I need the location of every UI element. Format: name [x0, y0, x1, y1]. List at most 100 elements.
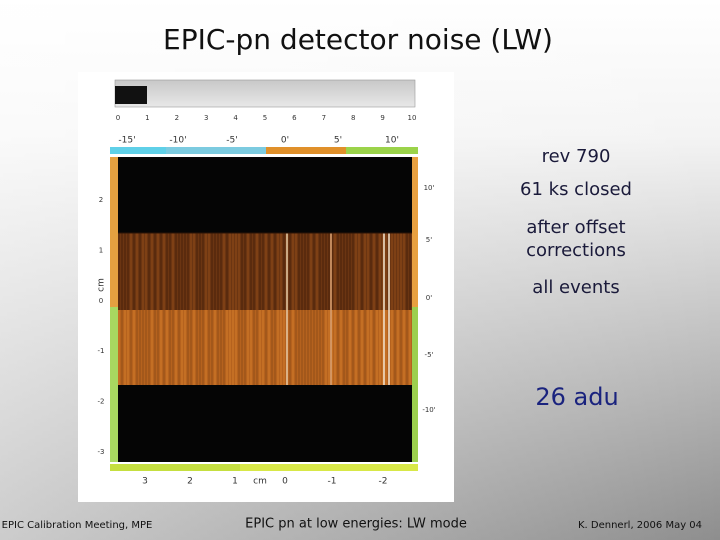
noise-column	[244, 233, 246, 310]
noise-column	[295, 233, 297, 310]
bottom-tick-label: cm	[253, 477, 267, 487]
noise-column	[148, 310, 150, 385]
noise-column	[223, 310, 225, 385]
noise-column	[178, 233, 180, 310]
bright-column	[330, 233, 332, 385]
noise-column	[394, 310, 396, 385]
left-tick-label: 0	[99, 297, 103, 305]
noise-column	[226, 310, 228, 385]
noise-column	[400, 310, 402, 385]
noise-column	[217, 233, 219, 310]
noise-column	[217, 310, 219, 385]
noise-column	[202, 310, 204, 385]
noise-column	[322, 233, 324, 310]
noise-column	[292, 310, 294, 385]
histogram-tick-label: 2	[175, 114, 179, 122]
noise-column	[178, 310, 180, 385]
noise-column	[151, 310, 153, 385]
noise-column	[163, 310, 165, 385]
noise-column	[295, 310, 297, 385]
noise-column	[406, 310, 408, 385]
noise-column	[337, 233, 339, 310]
histogram-tick-label: 3	[204, 114, 208, 122]
noise-column	[205, 310, 207, 385]
histogram-tick-label: 1	[145, 114, 149, 122]
color-strip	[110, 307, 118, 462]
left-tick-label: 2	[99, 196, 103, 204]
histogram-tick-label: 9	[380, 114, 384, 122]
noise-column	[265, 233, 267, 310]
noise-column	[352, 233, 354, 310]
bottom-tick-label: 1	[232, 477, 238, 487]
noise-column	[355, 310, 357, 385]
histogram-panel	[114, 79, 416, 108]
noise-column	[268, 233, 270, 310]
noise-column	[214, 233, 216, 310]
top-tick-label: 10'	[385, 136, 399, 146]
noise-column	[154, 310, 156, 385]
noise-column	[364, 233, 366, 310]
right-tick-label: -5'	[425, 351, 434, 359]
noise-column	[298, 310, 300, 385]
noise-column	[322, 310, 324, 385]
noise-column	[229, 233, 231, 310]
noise-column	[238, 233, 240, 310]
left-tick-label: -3	[98, 448, 105, 456]
noise-column	[124, 233, 126, 310]
bottom-tick-label: -1	[328, 477, 337, 487]
noise-column	[325, 233, 327, 310]
noise-column	[370, 233, 372, 310]
noise-column	[292, 233, 294, 310]
noise-column	[259, 233, 261, 310]
noise-column	[361, 233, 363, 310]
noise-column	[385, 233, 387, 310]
noise-column	[373, 310, 375, 385]
noise-column	[256, 310, 258, 385]
noise-column	[145, 233, 147, 310]
histogram-tick-label: 4	[233, 114, 238, 122]
noise-column	[238, 310, 240, 385]
bottom-tick-label: -2	[379, 477, 388, 487]
noise-column	[241, 310, 243, 385]
noise-column	[307, 310, 309, 385]
noise-column	[133, 233, 135, 310]
bottom-tick-label: 3	[142, 477, 148, 487]
noise-column	[313, 233, 315, 310]
noise-column	[151, 233, 153, 310]
noise-column	[400, 233, 402, 310]
noise-column	[289, 310, 291, 385]
bottom-tick-label: 0	[282, 477, 288, 487]
noise-column	[283, 233, 285, 310]
noise-column	[343, 233, 345, 310]
noise-column	[340, 233, 342, 310]
right-tick-label: 10'	[424, 184, 435, 192]
noise-column	[409, 233, 411, 310]
noise-column	[259, 310, 261, 385]
bright-column	[388, 233, 390, 385]
noise-column	[220, 310, 222, 385]
noise-column	[334, 310, 336, 385]
noise-column	[394, 233, 396, 310]
noise-column	[346, 233, 348, 310]
note: after offset	[526, 217, 625, 238]
noise-column	[379, 233, 381, 310]
noise-column	[184, 233, 186, 310]
noise-column	[376, 310, 378, 385]
histogram-tick-label: 8	[351, 114, 355, 122]
noise-column	[175, 310, 177, 385]
noise-column	[202, 233, 204, 310]
bright-column	[286, 233, 288, 385]
noise-column	[148, 233, 150, 310]
noise-column	[184, 310, 186, 385]
noise-column	[193, 233, 195, 310]
noise-column	[253, 310, 255, 385]
noise-column	[211, 233, 213, 310]
noise-column	[247, 310, 249, 385]
noise-column	[220, 233, 222, 310]
noise-column	[271, 310, 273, 385]
noise-column	[196, 310, 198, 385]
noise-column	[175, 233, 177, 310]
right-tick-label: 5'	[426, 236, 432, 244]
noise-column	[154, 233, 156, 310]
